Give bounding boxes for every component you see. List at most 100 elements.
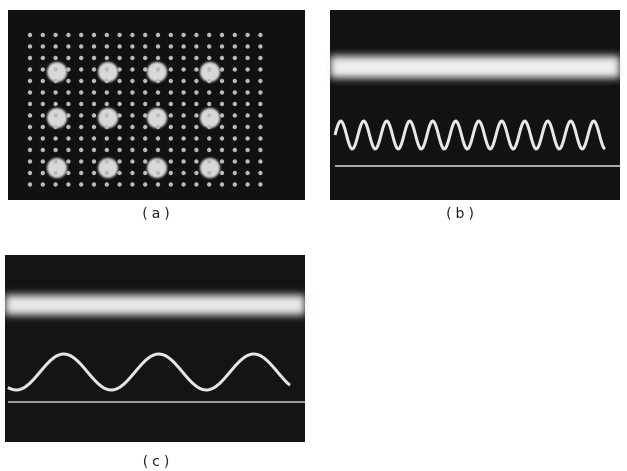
spot	[147, 108, 167, 128]
dot	[117, 79, 121, 83]
dot	[117, 44, 121, 48]
dot	[194, 79, 198, 83]
dot	[220, 182, 224, 186]
dot	[105, 148, 109, 152]
dot	[181, 171, 185, 175]
dot	[28, 113, 32, 117]
dot	[53, 102, 57, 106]
dot	[156, 67, 160, 71]
dot	[156, 125, 160, 129]
dot	[28, 44, 32, 48]
spot	[47, 62, 67, 82]
dot	[194, 159, 198, 163]
dot	[143, 67, 147, 71]
dot	[92, 136, 96, 140]
dot	[130, 79, 134, 83]
dot	[105, 67, 109, 71]
dot	[143, 171, 147, 175]
dot	[92, 148, 96, 152]
dot	[79, 56, 83, 60]
dot	[156, 33, 160, 37]
dot	[92, 67, 96, 71]
dot	[117, 182, 121, 186]
dot	[41, 159, 45, 163]
dot	[28, 56, 32, 60]
dot	[41, 90, 45, 94]
dot	[130, 44, 134, 48]
caption: (c)	[143, 454, 174, 470]
dot	[66, 90, 70, 94]
dot	[156, 113, 160, 117]
dot	[156, 136, 160, 140]
dot	[53, 125, 57, 129]
dot	[66, 33, 70, 37]
page: (a) (b) (c) (() => { const data = JSON.p…	[0, 0, 627, 471]
figure: (a) (b) (c)	[0, 0, 627, 471]
dot	[28, 102, 32, 106]
dot	[143, 136, 147, 140]
dot	[28, 159, 32, 163]
dot	[181, 182, 185, 186]
dot	[220, 44, 224, 48]
dot	[53, 56, 57, 60]
dot	[233, 125, 237, 129]
dot	[53, 148, 57, 152]
dot	[41, 182, 45, 186]
dot	[194, 56, 198, 60]
dot	[169, 182, 173, 186]
dot	[79, 171, 83, 175]
dot	[79, 148, 83, 152]
dot	[245, 102, 249, 106]
dot	[41, 125, 45, 129]
dot	[181, 159, 185, 163]
dot	[245, 56, 249, 60]
dot	[92, 113, 96, 117]
dot	[105, 44, 109, 48]
dot	[53, 90, 57, 94]
dot	[258, 33, 262, 37]
dot	[245, 182, 249, 186]
dot	[207, 171, 211, 175]
dot	[41, 148, 45, 152]
dot	[53, 136, 57, 140]
dot	[79, 33, 83, 37]
dot	[169, 159, 173, 163]
dot	[258, 159, 262, 163]
dot	[79, 79, 83, 83]
dot	[169, 44, 173, 48]
dot	[181, 136, 185, 140]
dot	[41, 33, 45, 37]
dot	[207, 148, 211, 152]
dot	[41, 67, 45, 71]
dot	[258, 136, 262, 140]
dot	[207, 33, 211, 37]
dot	[41, 44, 45, 48]
photo-b	[330, 10, 620, 200]
dot	[233, 171, 237, 175]
dot	[233, 79, 237, 83]
dot	[194, 102, 198, 106]
dot	[233, 56, 237, 60]
dot	[28, 125, 32, 129]
dot	[143, 44, 147, 48]
dot	[258, 44, 262, 48]
dot	[66, 102, 70, 106]
dot	[245, 159, 249, 163]
dot	[194, 148, 198, 152]
dot	[41, 136, 45, 140]
dot	[156, 182, 160, 186]
dot	[53, 67, 57, 71]
dot	[92, 90, 96, 94]
dot	[245, 171, 249, 175]
dot	[220, 136, 224, 140]
dot	[233, 182, 237, 186]
dot	[105, 90, 109, 94]
dot	[53, 171, 57, 175]
dot	[194, 171, 198, 175]
dot	[194, 67, 198, 71]
dot	[181, 125, 185, 129]
dot	[181, 44, 185, 48]
dot	[220, 148, 224, 152]
dot	[41, 79, 45, 83]
dot	[181, 33, 185, 37]
